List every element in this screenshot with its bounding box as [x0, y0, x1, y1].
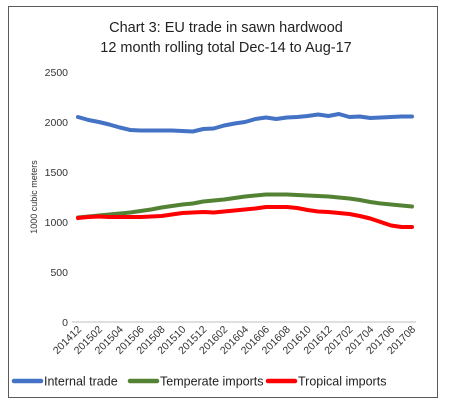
series-lines: [76, 112, 414, 229]
y-tick-label: 1500: [45, 167, 69, 179]
y-tick-label: 500: [50, 267, 68, 279]
y-axis-ticks: 0 500 1000 1500 2000 2500: [45, 67, 69, 329]
y-tick-label: 2500: [45, 67, 69, 79]
y-axis-label: 1000 cubic meters: [29, 160, 39, 234]
chart-title-line-1: Chart 3: EU trade in sawn hardwood: [109, 20, 343, 36]
series-line-tropical-imports: [76, 205, 414, 229]
x-axis-ticks: 2014122015022015042015062015082015102015…: [51, 324, 418, 357]
y-tick-label: 0: [62, 317, 68, 329]
legend-label-tropical-imports: Tropical imports: [298, 375, 386, 389]
y-tick-label: 2000: [45, 117, 69, 129]
series-line-temperate-imports: [76, 192, 414, 220]
y-tick-label: 1000: [45, 217, 69, 229]
legend-label-internal-trade: Internal trade: [44, 375, 118, 389]
legend: Internal trade Temperate imports Tropical …: [11, 375, 386, 389]
series-line-internal-trade: [76, 112, 414, 134]
chart-title-line-2: 12 month rolling total Dec-14 to Aug-17: [100, 40, 351, 56]
legend-label-temperate-imports: Temperate imports: [160, 375, 264, 389]
